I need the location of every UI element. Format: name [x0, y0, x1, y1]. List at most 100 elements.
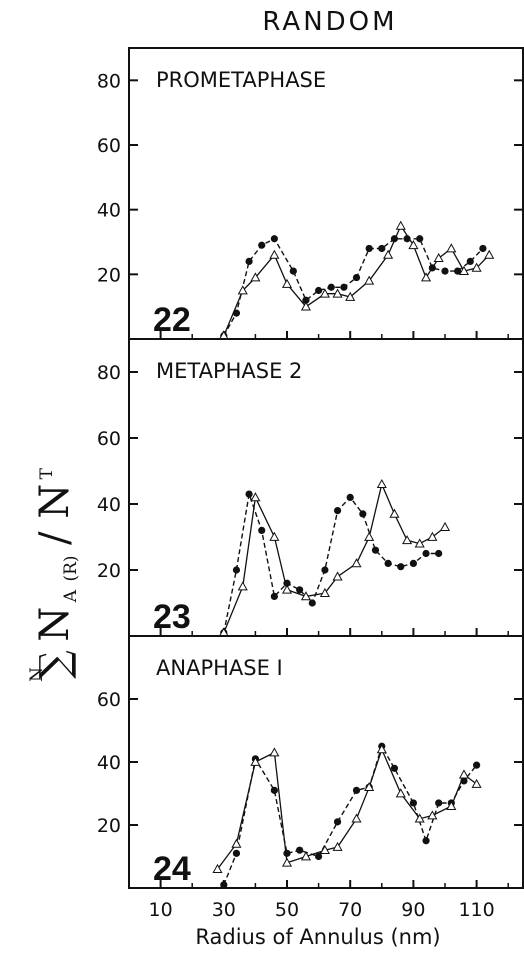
data-point-triangle — [383, 249, 394, 259]
data-point-triangle — [269, 747, 280, 757]
y-tick-label: 20 — [97, 264, 121, 286]
data-point-circle — [270, 235, 278, 243]
data-point-circle — [454, 267, 462, 275]
figure-number: 24 — [153, 850, 191, 888]
data-point-triangle — [446, 800, 457, 810]
svg-text:N ∑ N A: N ∑ N A (R) / N T — [27, 467, 81, 682]
ylabel-subscript-r: (R) — [61, 555, 81, 581]
data-point-circle — [378, 244, 386, 253]
x-tick-label: 90 — [401, 899, 425, 921]
data-point-triangle — [395, 788, 406, 798]
data-point-triangle — [319, 844, 330, 855]
data-point-triangle — [395, 220, 406, 230]
data-point-circle — [371, 546, 380, 554]
x-tick-label: 110 — [458, 899, 494, 921]
data-point-triangle — [458, 769, 470, 779]
data-point-circle — [258, 526, 266, 535]
y-axis-label: N ∑ N A (R) / N T — [27, 467, 81, 682]
data-point-circle — [479, 244, 487, 253]
data-point-circle — [359, 510, 367, 518]
data-point-circle — [352, 786, 361, 794]
data-point-circle — [289, 267, 297, 275]
data-point-triangle — [364, 275, 375, 285]
data-point-triangle — [281, 857, 293, 867]
x-tick-label: 30 — [212, 899, 236, 921]
data-point-triangle — [458, 265, 470, 275]
y-tick-label: 20 — [97, 560, 121, 582]
data-point-circle — [422, 837, 430, 845]
data-point-circle — [315, 852, 323, 861]
x-tick-label: 70 — [338, 899, 362, 921]
data-point-circle — [409, 559, 417, 568]
data-point-circle — [296, 586, 304, 594]
data-point-triangle — [300, 851, 312, 861]
y-tick-label: 60 — [97, 689, 121, 711]
data-point-triangle — [332, 841, 343, 851]
data-point-triangle — [414, 538, 425, 548]
y-tick-label: 40 — [97, 494, 121, 516]
data-point-triangle — [433, 252, 444, 263]
panel-title: ANAPHASE I — [156, 656, 283, 680]
data-point-triangle — [250, 756, 261, 766]
data-point-circle — [346, 493, 354, 501]
data-point-triangle — [364, 531, 375, 541]
data-point-circle — [232, 849, 241, 857]
y-tick-label: 80 — [97, 70, 121, 92]
data-point-triangle — [420, 272, 432, 282]
figure-number: 23 — [153, 598, 191, 636]
series-line-2 — [216, 747, 477, 870]
x-tick-label: 10 — [149, 899, 173, 921]
y-tick-label: 80 — [97, 362, 121, 384]
data-point-circle — [245, 257, 253, 265]
data-point-triangle — [319, 587, 330, 597]
panel-2: 20 40 60 80 METAPHASE 2 23 — [97, 338, 524, 637]
data-point-triangle — [439, 521, 451, 531]
data-point-circle — [333, 818, 342, 826]
data-point-triangle — [250, 272, 261, 282]
data-point-triangle — [300, 591, 312, 601]
data-point-triangle — [231, 838, 242, 848]
data-point-triangle — [427, 810, 438, 820]
series-line-2 — [223, 482, 446, 633]
x-tick-label: 50 — [275, 899, 299, 921]
chart-panels: 20 40 60 80 PROMETAPHASE 22 20 40 60 80 METAPHASE … — [97, 47, 524, 921]
data-point-triangle — [351, 558, 362, 568]
data-point-circle — [384, 559, 392, 568]
data-point-triangle — [389, 508, 400, 518]
data-point-circle — [258, 241, 266, 249]
series-line-1 — [223, 493, 439, 633]
data-point-circle — [321, 566, 329, 574]
data-point-circle — [220, 881, 228, 889]
ylabel-superscript-t: T — [37, 467, 57, 479]
data-point-circle — [403, 235, 411, 243]
panel-title: PROMETAPHASE — [156, 68, 326, 92]
y-tick-label: 20 — [97, 815, 121, 837]
data-point-triangle — [269, 249, 280, 259]
panel-title: METAPHASE 2 — [156, 359, 302, 383]
x-axis-label: Radius of Annulus (nm) — [195, 925, 440, 949]
data-point-triangle — [250, 492, 261, 502]
data-point-circle — [302, 296, 310, 304]
data-point-triangle — [269, 531, 280, 541]
ylabel-sum-superscript: N — [27, 667, 47, 682]
data-point-triangle — [414, 813, 425, 823]
data-point-triangle — [332, 571, 343, 581]
data-point-triangle — [332, 288, 343, 298]
data-point-circle — [435, 549, 443, 558]
data-point-triangle — [376, 744, 387, 754]
data-point-circle — [270, 592, 278, 601]
data-point-triangle — [402, 535, 413, 545]
data-point-triangle — [281, 584, 293, 594]
y-tick-label: 40 — [97, 752, 121, 774]
data-point-circle — [422, 549, 430, 558]
data-point-triangle — [408, 240, 419, 250]
y-tick-label: 60 — [97, 428, 121, 450]
ylabel-n: N — [32, 607, 78, 642]
data-point-triangle — [446, 243, 457, 253]
data-point-circle — [473, 761, 481, 769]
data-point-circle — [390, 764, 399, 772]
data-point-triangle — [484, 249, 495, 259]
data-point-triangle — [237, 285, 248, 295]
data-point-triangle — [376, 478, 387, 489]
